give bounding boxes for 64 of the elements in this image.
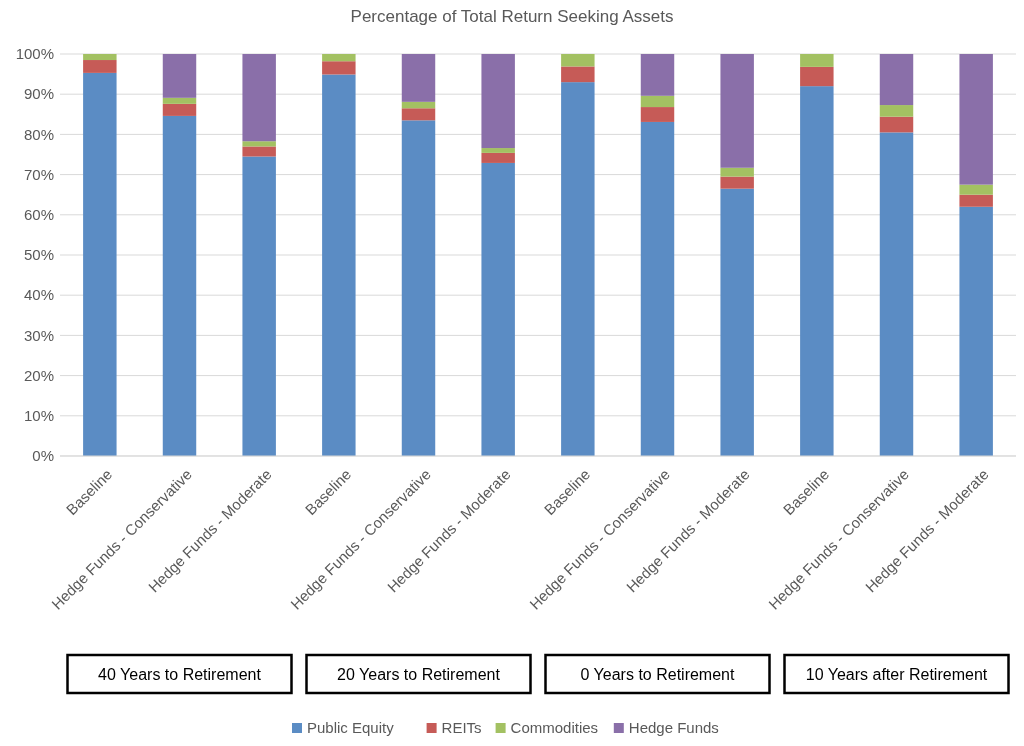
bar: [879, 116, 914, 133]
bar: [959, 54, 993, 185]
y-tick-label: 90%: [23, 85, 54, 103]
bar: [561, 66, 595, 83]
text: 40 Years to Retirement: [98, 665, 262, 683]
bar: [481, 162, 515, 456]
bar: [959, 194, 993, 207]
bar: [959, 206, 993, 456]
y-tick-label: 80%: [23, 125, 54, 143]
y-tick-label: 30%: [23, 326, 54, 344]
legend-label: REITs: [441, 719, 482, 737]
text: 0 Years to Retirement: [580, 665, 735, 683]
bar: [640, 121, 675, 456]
bar: [879, 105, 914, 117]
bar: [322, 54, 356, 62]
bar: [162, 115, 197, 456]
y-tick-label: 40%: [23, 286, 54, 304]
y-tick-label: 100%: [15, 45, 54, 63]
bar: [481, 152, 515, 163]
bar: [401, 54, 436, 102]
text: 20 Years to Retirement: [337, 665, 501, 683]
legend-label: Public Equity: [307, 719, 395, 737]
bar: [83, 54, 117, 61]
bar: [401, 108, 436, 121]
bar: [720, 188, 754, 456]
bar: [481, 148, 515, 153]
bar: [162, 97, 197, 104]
bar: [162, 54, 197, 98]
bar: [640, 107, 675, 122]
bar: [640, 95, 675, 108]
bar: [879, 132, 914, 456]
bar: [401, 101, 436, 109]
bar: [561, 82, 595, 456]
text: 10 Years after Retirement: [805, 665, 988, 683]
bar: [162, 103, 197, 116]
bar: [242, 141, 276, 147]
bar: [401, 120, 436, 456]
y-tick-label: 20%: [23, 366, 54, 384]
bar: [322, 74, 356, 456]
legend-label: Hedge Funds: [628, 719, 719, 737]
bar: [242, 54, 276, 142]
y-tick-label: 0%: [32, 447, 54, 465]
bar: [83, 60, 117, 73]
chart-title: Percentage of Total Return Seeking Assets: [350, 7, 674, 26]
bar: [83, 72, 117, 456]
bar: [322, 61, 356, 75]
bar: [561, 54, 595, 67]
y-tick-label: 10%: [23, 407, 54, 425]
bar: [242, 156, 276, 456]
bar: [720, 54, 754, 168]
bar: [720, 176, 754, 189]
legend-label: Commodities: [510, 719, 599, 737]
bar: [800, 86, 834, 456]
bar: [800, 66, 834, 87]
bar: [879, 54, 914, 106]
bar: [640, 54, 675, 96]
bar: [959, 184, 993, 195]
bar: [242, 146, 276, 157]
y-tick-label: 70%: [23, 165, 54, 183]
y-tick-label: 50%: [23, 246, 54, 264]
bar: [720, 167, 754, 177]
y-tick-label: 60%: [23, 206, 54, 224]
bar: [800, 54, 834, 67]
bar: [481, 54, 515, 149]
